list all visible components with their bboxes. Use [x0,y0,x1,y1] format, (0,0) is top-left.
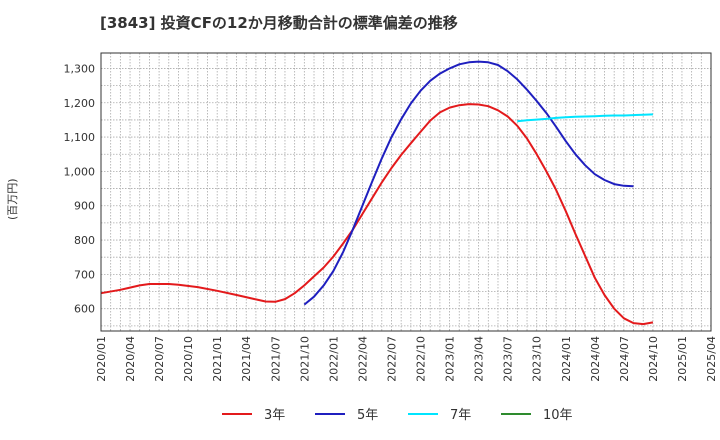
x-tick-label: 2022/10 [415,336,428,382]
series-line [303,60,634,306]
x-tick-label: 2020/04 [124,336,137,382]
series-lines [100,60,654,326]
legend-label: 10年 [543,408,573,423]
x-tick-label: 2023/07 [502,336,515,382]
plot-frame [100,52,712,332]
x-tick-label: 2025/01 [676,336,689,382]
x-tick-label: 2024/10 [647,336,660,382]
y-tick-label: 600 [74,303,95,316]
y-tick-label: 1,000 [64,165,96,178]
legend-label: 3年 [264,408,285,423]
x-tick-label: 2021/07 [269,336,282,382]
x-tick-label: 2020/07 [153,336,166,382]
y-tick-label: 900 [74,200,95,213]
x-tick-label: 2020/10 [182,336,195,382]
x-tick-label: 2021/04 [240,336,253,382]
legend: 3年 5年 7年 10年 [222,408,573,423]
y-tick-label: 800 [74,234,95,247]
x-tick-label: 2022/04 [356,336,369,382]
grid-lines [101,53,711,331]
x-tick-label: 2023/01 [444,336,457,382]
x-tick-label: 2023/04 [473,336,486,382]
x-tick-label: 2022/01 [327,336,340,382]
x-tick-label: 2024/07 [618,336,631,382]
x-tick-label: 2025/04 [705,336,718,382]
x-tick-label: 2022/07 [385,336,398,382]
legend-label: 5年 [357,408,378,423]
y-tick-label: 700 [74,268,95,281]
x-tick-label: 2024/01 [560,336,573,382]
x-tick-label: 2024/04 [589,336,602,382]
series-line [517,113,653,123]
y-tick-labels: 600 700 800 900 1,000 1,100 1,200 1,300 [64,62,96,315]
y-tick-label: 1,200 [64,97,96,110]
legend-label: 7年 [450,408,471,423]
chart-title: [3843] 投資CFの12か月移動合計の標準偏差の推移 [100,14,458,32]
x-tick-label: 2020/01 [95,336,108,382]
series-line [100,103,654,326]
x-tick-label: 2023/10 [531,336,544,382]
x-tick-label: 2021/01 [211,336,224,382]
y-tick-label: 1,100 [64,131,96,144]
y-tick-label: 1,300 [64,62,96,75]
x-tick-labels: 2020/01 2020/04 2020/07 2020/10 2021/01 2021/… [95,336,718,382]
x-tick-label: 2021/10 [298,336,311,382]
